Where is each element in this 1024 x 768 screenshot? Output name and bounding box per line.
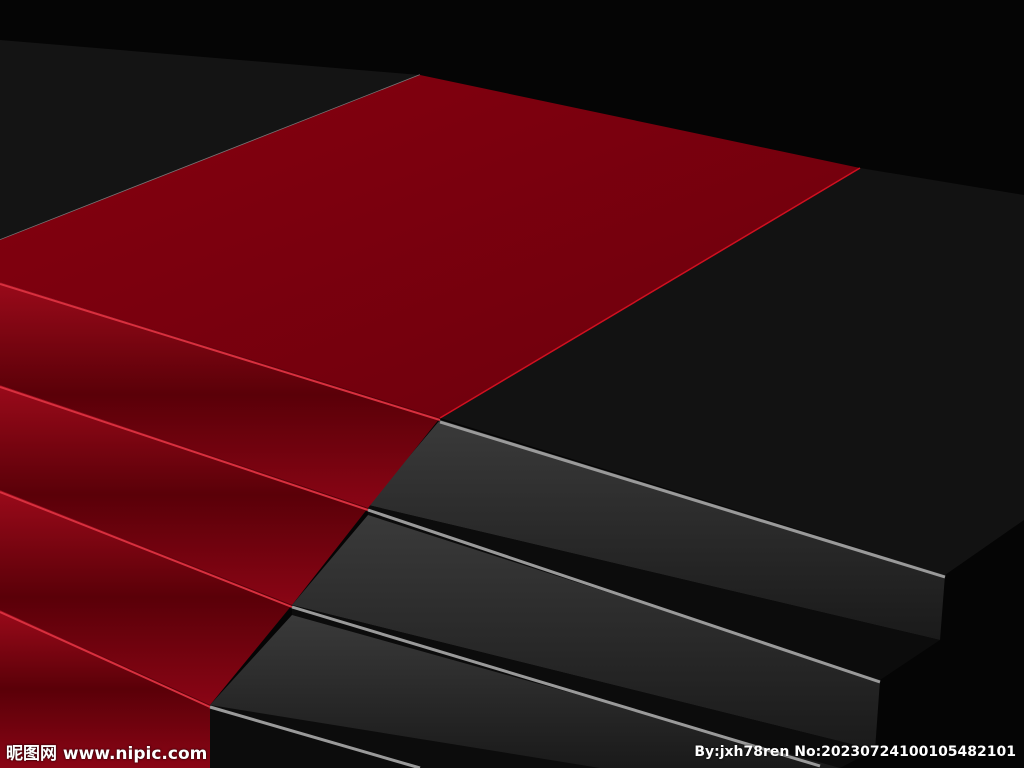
step-2-riser [292,515,880,750]
step-3-riser [210,615,840,768]
step-1-riser [368,420,945,640]
right-platform [440,168,1024,575]
carpet-riser-1 [0,282,440,508]
step-4-tread [210,705,600,768]
left-platform [0,40,420,240]
step-2-tread [368,505,940,680]
carpet-riser-2 [0,385,368,605]
carpet-top [0,75,860,418]
carpet-edge [439,167,861,419]
carpet-nose-highlights [0,283,441,708]
watermark-site: 昵图网 www.nipic.com [6,744,208,764]
step-nose-highlights [209,420,946,768]
watermark-credit: By:jxh78ren No:20230724100105482101 [694,744,1016,760]
step-3-tread [292,605,875,768]
carpet-riser-3 [0,490,292,705]
carpet-riser-4 [0,610,210,768]
